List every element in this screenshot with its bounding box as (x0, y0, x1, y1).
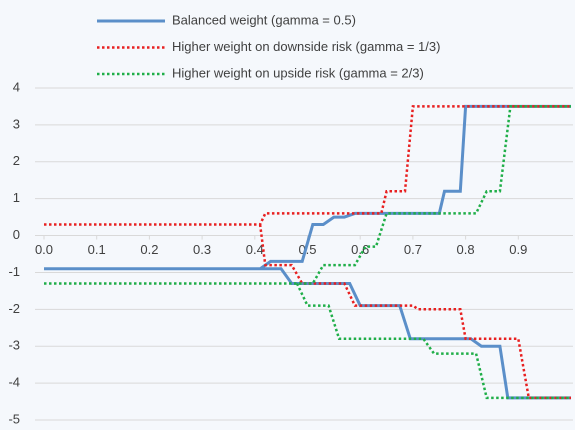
x-tick-label: 0.8 (457, 242, 475, 257)
x-tick-label: 0.4 (246, 242, 264, 257)
y-tick-label: -2 (8, 301, 20, 316)
y-tick-label: -5 (8, 411, 20, 426)
y-tick-label: -4 (8, 375, 20, 390)
y-tick-label: 2 (13, 153, 20, 168)
x-tick-label: 0.1 (88, 242, 106, 257)
legend-label: Higher weight on upside risk (gamma = 2/… (172, 65, 424, 80)
y-tick-label: 3 (13, 116, 20, 131)
y-tick-label: -3 (8, 338, 20, 353)
x-tick-label: 0.0 (35, 242, 53, 257)
x-tick-label: 0.6 (351, 242, 369, 257)
legend-label: Balanced weight (gamma = 0.5) (172, 12, 356, 27)
x-tick-label: 0.5 (298, 242, 316, 257)
series-line (44, 105, 571, 400)
x-tick-label: 0.7 (404, 242, 422, 257)
y-tick-label: -1 (8, 264, 20, 279)
series-line (44, 105, 571, 400)
series-line (44, 104, 571, 400)
x-tick-label: 0.3 (193, 242, 211, 257)
y-tick-label: 0 (13, 227, 20, 242)
y-tick-label: 4 (13, 79, 20, 94)
legend-label: Higher weight on downside risk (gamma = … (172, 39, 440, 54)
y-tick-label: 1 (13, 190, 20, 205)
x-tick-label: 0.2 (140, 242, 158, 257)
x-tick-label: 0.9 (509, 242, 527, 257)
